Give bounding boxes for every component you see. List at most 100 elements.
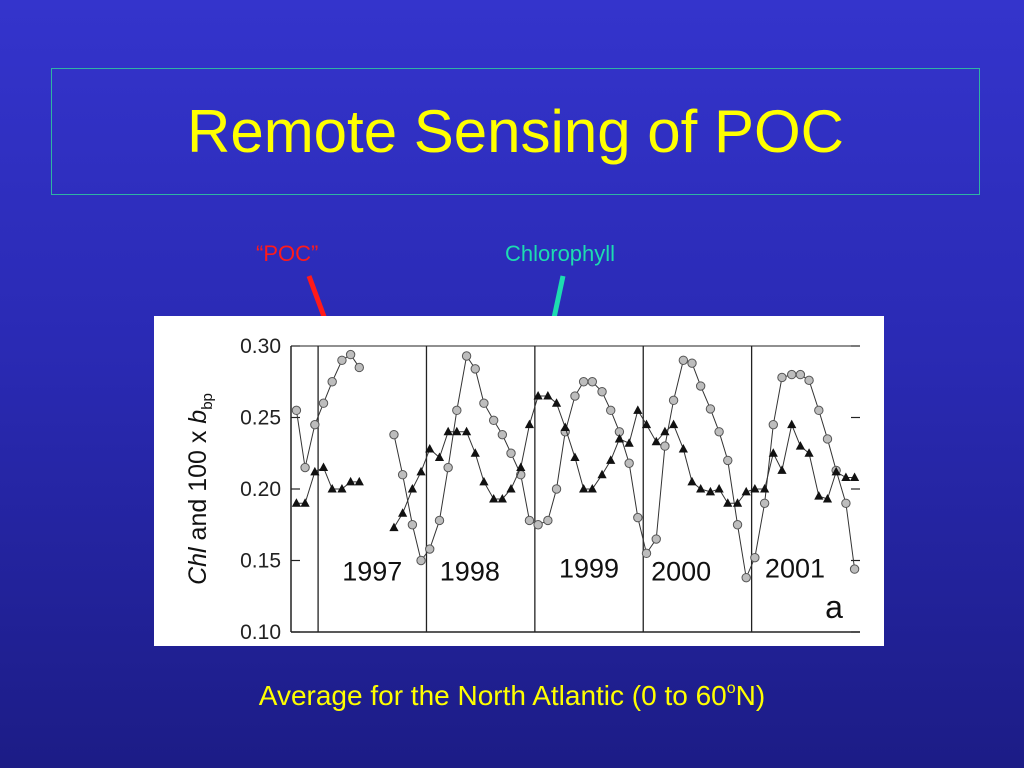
chl-point — [570, 452, 580, 462]
poc-point — [452, 405, 462, 416]
poc-point — [705, 404, 716, 414]
chl-point — [310, 466, 320, 476]
poc-point — [606, 405, 616, 416]
series-0-line — [393, 354, 856, 580]
chl-point — [516, 462, 526, 472]
chl-point — [814, 491, 824, 500]
chl-point — [533, 391, 543, 400]
chl-point — [354, 476, 364, 486]
year-label: 2001 — [765, 554, 825, 584]
poc-point — [434, 515, 445, 526]
chl-point — [416, 466, 426, 476]
chl-point — [668, 419, 679, 429]
chl-point — [398, 508, 408, 517]
chl-point — [587, 484, 597, 493]
chl-point — [443, 426, 453, 436]
poc-point — [814, 405, 824, 416]
chl-point — [660, 426, 670, 436]
chl-point — [841, 472, 851, 482]
poc-point — [497, 429, 508, 440]
poc-point — [345, 349, 356, 360]
poc-point — [506, 448, 516, 458]
poc-point — [732, 520, 743, 530]
chl-point — [597, 469, 607, 479]
chl-point — [318, 462, 329, 472]
chl-point — [849, 472, 860, 482]
poc-point — [723, 455, 733, 466]
chl-point — [452, 426, 462, 436]
chlorophyll-bbp-chart: 0.30 0.25 0.20 0.15 0.10 1997 1998 1999 2000 2001… — [184, 335, 860, 644]
poc-point — [524, 515, 535, 526]
poc-point — [354, 362, 364, 373]
poc-point — [759, 498, 770, 509]
poc-point — [479, 398, 489, 408]
chl-point — [624, 438, 634, 447]
chl-point — [732, 498, 743, 507]
title-frame: Remote Sensing of POC — [51, 68, 980, 195]
year-label: 1997 — [342, 557, 402, 587]
poc-point — [795, 369, 806, 380]
poc-point — [578, 377, 589, 387]
poc-point — [337, 355, 347, 365]
poc-point — [587, 377, 597, 387]
poc-point — [687, 358, 697, 368]
chl-point — [768, 448, 778, 457]
chl-point — [787, 419, 797, 429]
chl-point — [641, 419, 652, 429]
chl-point — [678, 443, 688, 453]
chl-point — [337, 484, 347, 493]
poc-point — [551, 484, 562, 494]
chl-point — [633, 405, 643, 414]
poc-arrow-shaft — [306, 275, 329, 323]
chl-point — [327, 484, 337, 493]
series-1-line — [393, 395, 855, 528]
chl-point — [489, 494, 499, 503]
y-axis-title: Chl and 100 x bbp — [184, 393, 216, 585]
poc-point — [327, 377, 337, 387]
chl-point — [579, 484, 589, 493]
chl-point — [696, 484, 706, 493]
poc-point — [787, 369, 797, 380]
chl-point — [479, 476, 489, 486]
chl-point — [524, 419, 535, 429]
chl-point — [346, 476, 356, 486]
chl-point — [291, 498, 302, 507]
chl-point — [551, 398, 562, 407]
poc-point — [416, 555, 426, 566]
poc-point — [310, 419, 320, 430]
poc-point — [822, 434, 833, 444]
y-tick-label: 0.20 — [240, 478, 281, 501]
poc-point — [291, 405, 302, 416]
chl-point — [714, 484, 724, 493]
poc-point — [597, 387, 607, 397]
poc-point — [543, 515, 553, 526]
y-tick-label: 0.30 — [240, 335, 281, 358]
poc-point — [741, 572, 751, 583]
chl-point — [434, 452, 445, 462]
chl-point — [651, 436, 661, 446]
poc-point — [768, 419, 778, 430]
chl-point — [389, 522, 399, 532]
slide-title: Remote Sensing of POC — [187, 97, 844, 165]
poc-point — [849, 564, 860, 574]
chl-point — [687, 476, 697, 486]
series-0-line — [295, 353, 360, 468]
poc-point — [624, 458, 634, 468]
chl-point — [804, 448, 814, 457]
series-1-line — [296, 466, 360, 504]
poc-point — [425, 544, 435, 554]
poc-point — [804, 375, 814, 386]
poc-point — [695, 381, 706, 391]
poc-point — [633, 512, 643, 523]
y-tick-label: 0.15 — [240, 550, 281, 573]
poc-annotation: “POC” — [256, 241, 319, 266]
poc-point — [397, 470, 408, 480]
poc-point — [443, 462, 453, 473]
chl-point — [543, 391, 553, 400]
chl-point — [497, 494, 507, 503]
year-label: 2000 — [651, 557, 711, 587]
chl-point — [300, 498, 310, 507]
chl-point — [750, 484, 760, 493]
chl-point — [425, 443, 435, 453]
chl-point — [795, 441, 805, 450]
